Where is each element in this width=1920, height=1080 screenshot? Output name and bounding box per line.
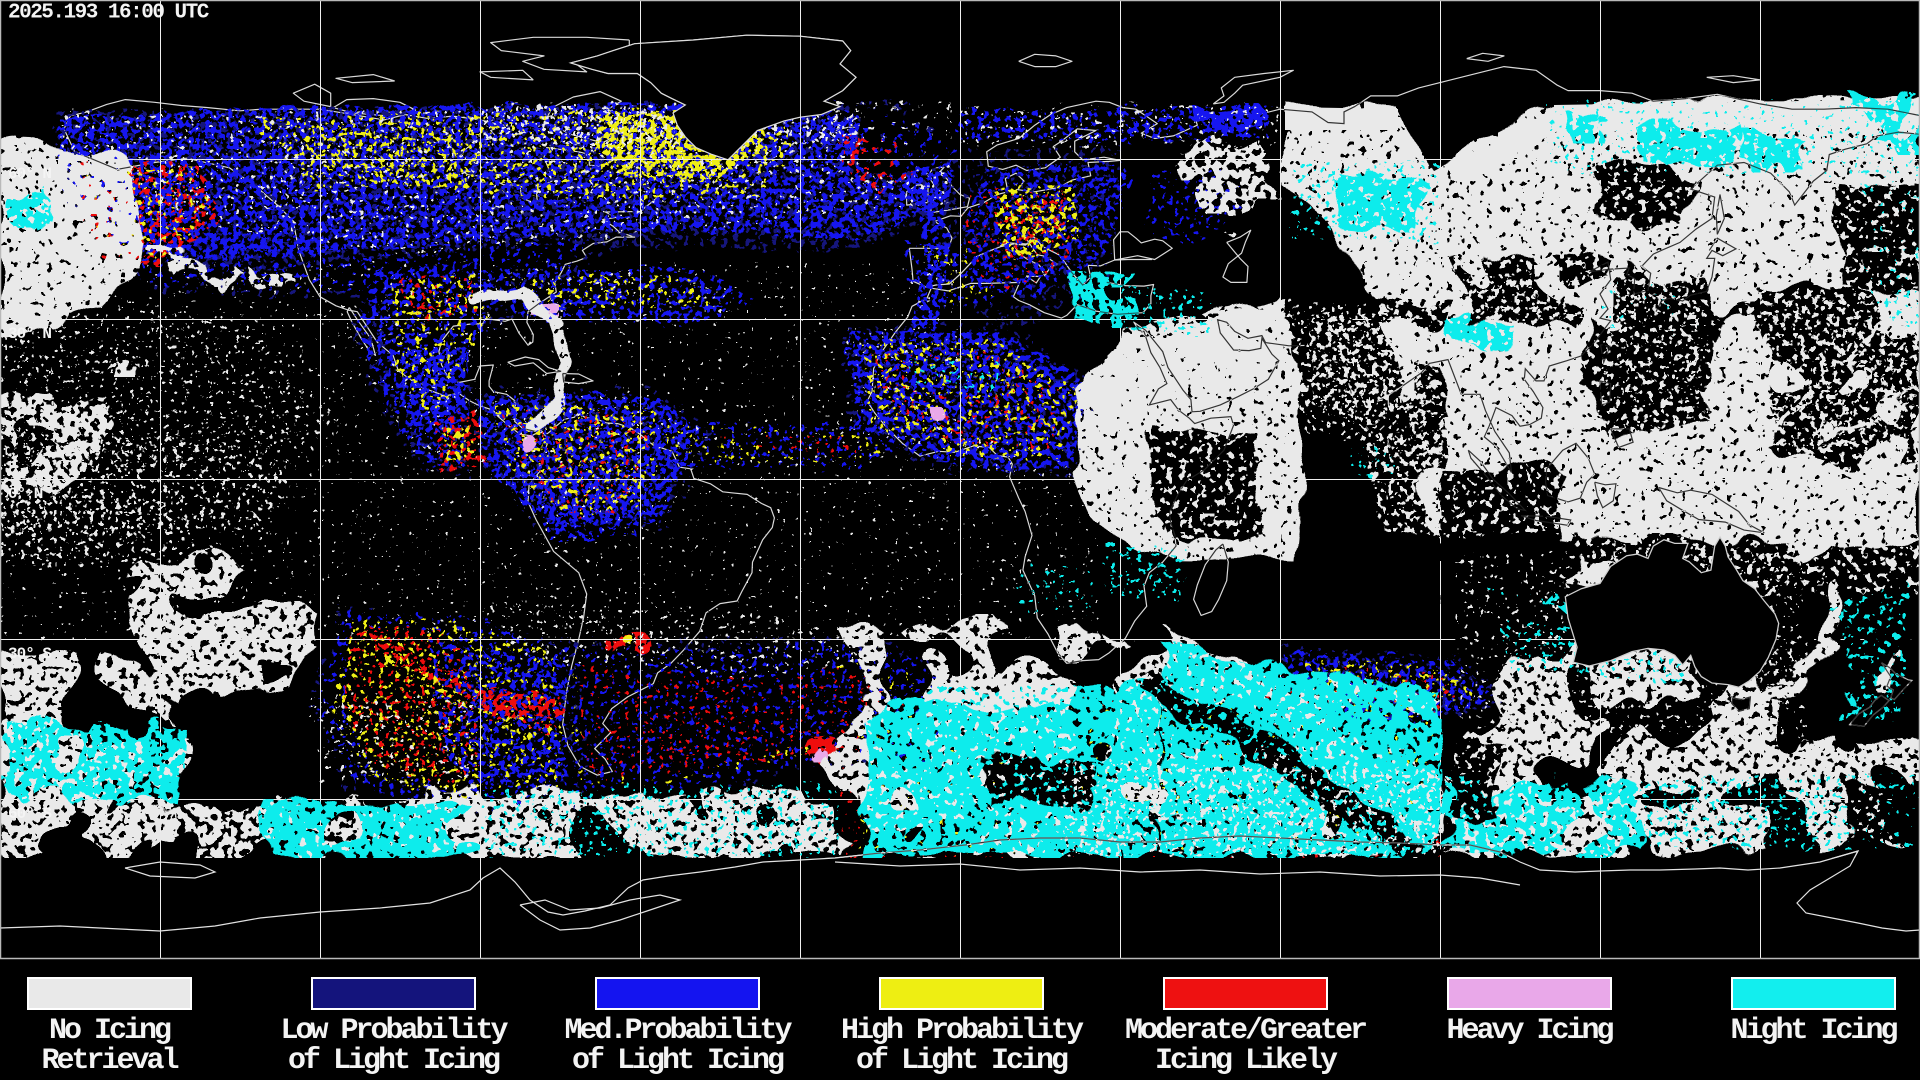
svg-text:Night Icing: Night Icing (1730, 1014, 1897, 1048)
svg-text:Moderate/Greater: Moderate/Greater (1125, 1014, 1366, 1048)
svg-text:2025.193 16:00 UTC: 2025.193 16:00 UTC (8, 2, 210, 25)
svg-text:60° N: 60° N (8, 165, 51, 183)
svg-text:60° S: 60° S (8, 805, 52, 823)
svg-text:30° N: 30° N (8, 325, 51, 343)
svg-text:Med.Probability: Med.Probability (564, 1014, 792, 1048)
svg-text:Retrieval: Retrieval (41, 1044, 178, 1078)
svg-text:High Probability: High Probability (841, 1014, 1084, 1048)
svg-text:Low Probability: Low Probability (280, 1014, 508, 1048)
svg-text:No Icing: No Icing (49, 1014, 171, 1048)
svg-text:0° N: 0° N (8, 485, 43, 503)
svg-text:Heavy Icing: Heavy Icing (1446, 1014, 1613, 1048)
svg-text:of Light Icing: of Light Icing (572, 1044, 784, 1078)
svg-text:30° S: 30° S (8, 645, 52, 663)
svg-text:of Light Icing: of Light Icing (856, 1044, 1068, 1078)
svg-text:Icing Likely: Icing Likely (1155, 1044, 1338, 1078)
svg-text:of Light Icing: of Light Icing (288, 1044, 500, 1078)
